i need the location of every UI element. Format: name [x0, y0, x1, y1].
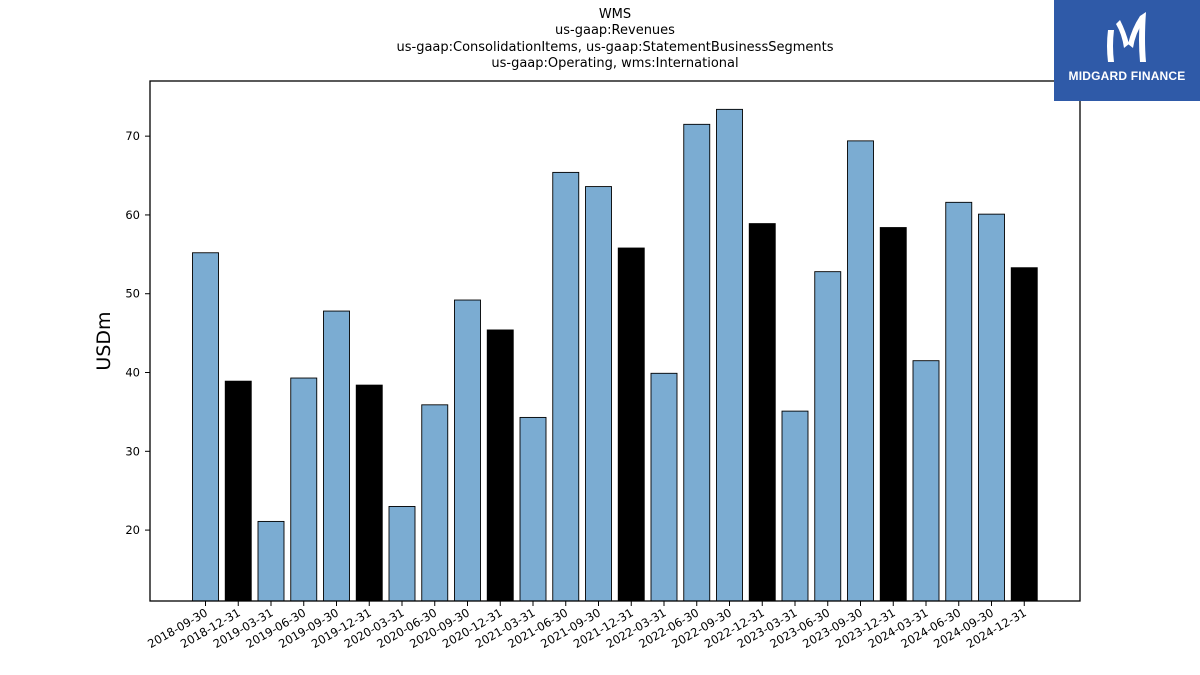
midgard-logo-icon [1107, 12, 1146, 62]
midgard-finance-logo: MIDGARD FINANCE [1054, 0, 1200, 101]
bar-2019-12-31 [355, 384, 383, 602]
bar-2023-12-31 [879, 227, 907, 602]
y-tick-label: 20 [125, 523, 140, 537]
bar-2022-09-30 [716, 108, 743, 602]
y-tick-label: 60 [125, 208, 140, 222]
bar-2020-06-30 [421, 404, 449, 602]
bar-2024-03-31 [912, 360, 940, 602]
chart-title-members: us-gaap:Operating, wms:International [491, 55, 739, 71]
chart-title-ticker: WMS [598, 7, 632, 22]
bar-2023-09-30 [847, 140, 874, 602]
bar-2020-09-30 [454, 299, 481, 602]
bar-2021-03-31 [519, 416, 547, 602]
bar-2023-03-31 [781, 410, 809, 602]
y-axis-label: USDm [93, 311, 115, 370]
plot-frame [149, 80, 1081, 602]
y-tick-label: 50 [125, 287, 140, 301]
bar-2018-09-30 [192, 252, 219, 602]
bar-2020-12-31 [486, 329, 514, 602]
bar-2021-09-30 [585, 186, 612, 602]
bar-2021-12-31 [617, 247, 645, 602]
bar-2020-03-31 [388, 506, 416, 602]
chart-title-block: WMS us-gaap:Revenues us-gaap:Consolidati… [150, 7, 1080, 72]
bar-2022-06-30 [683, 123, 711, 602]
bar-2024-09-30 [978, 213, 1005, 602]
bar-2021-06-30 [552, 171, 580, 602]
chart-title-axes: us-gaap:ConsolidationItems, us-gaap:Stat… [396, 39, 834, 55]
bar-2024-12-31 [1010, 267, 1038, 602]
bar-2019-03-31 [257, 520, 285, 602]
bar-2019-09-30 [323, 310, 350, 602]
bar-2022-03-31 [650, 372, 678, 602]
y-tick-label: 30 [125, 444, 140, 458]
bar-2019-06-30 [290, 377, 318, 602]
bar-2024-06-30 [945, 201, 973, 602]
chart-title-concept: us-gaap:Revenues [555, 23, 675, 39]
logo-text: MIDGARD FINANCE [1068, 69, 1186, 83]
bar-2023-06-30 [814, 271, 842, 602]
y-tick-label: 40 [125, 366, 140, 380]
y-tick-label: 70 [125, 129, 140, 143]
bar-2018-12-31 [224, 380, 252, 602]
bar-2022-12-31 [748, 223, 776, 602]
